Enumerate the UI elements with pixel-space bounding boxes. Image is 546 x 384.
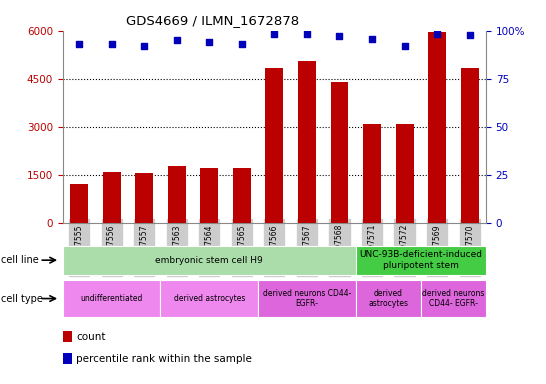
Bar [363,124,381,223]
Bar [461,68,479,223]
Bar [265,68,283,223]
Bar [356,246,486,275]
Bar [168,166,186,223]
Point [270,31,278,37]
Point [75,41,84,47]
Bar [396,124,413,223]
Bar [63,246,356,275]
Text: count: count [76,331,106,341]
Text: derived neurons
CD44- EGFR-: derived neurons CD44- EGFR- [422,289,485,308]
Point [302,31,311,37]
Bar [428,32,446,223]
Point [205,39,213,45]
Point [335,33,344,40]
Text: undifferentiated: undifferentiated [80,294,143,303]
Bar [421,280,486,317]
Text: derived neurons CD44-
EGFR-: derived neurons CD44- EGFR- [263,289,351,308]
Bar [356,280,421,317]
Bar [63,353,72,364]
Point [238,41,246,47]
Text: cell type: cell type [1,293,43,304]
Bar [330,82,348,223]
Point [433,31,442,37]
Point [107,41,116,47]
Point [465,31,474,38]
Bar [161,280,258,317]
Text: GDS4669 / ILMN_1672878: GDS4669 / ILMN_1672878 [126,14,299,27]
Point [173,37,181,43]
Text: UNC-93B-deficient-induced
pluripotent stem: UNC-93B-deficient-induced pluripotent st… [359,250,482,270]
Point [400,43,409,49]
Text: percentile rank within the sample: percentile rank within the sample [76,354,252,364]
Point [367,36,376,43]
Text: derived
astrocytes: derived astrocytes [369,289,408,308]
Text: embryonic stem cell H9: embryonic stem cell H9 [156,256,263,265]
Text: cell line: cell line [1,255,39,265]
Bar [63,331,72,343]
Bar [258,280,356,317]
Bar [63,280,161,317]
Bar [233,168,251,223]
Bar [298,61,316,223]
Point [140,43,149,49]
Bar [103,172,121,223]
Bar [135,173,153,223]
Bar [200,168,218,223]
Text: derived astrocytes: derived astrocytes [174,294,245,303]
Bar [70,184,88,223]
